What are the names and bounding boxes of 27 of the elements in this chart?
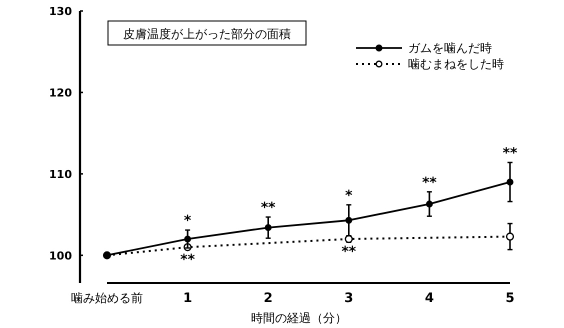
annotation: *: [184, 213, 192, 230]
x-axis-title: 時間の経過（分）: [251, 311, 347, 325]
point: [506, 232, 514, 241]
annotation: **: [341, 244, 357, 260]
annotation: **: [260, 200, 276, 216]
y-tick-label: 100: [49, 249, 72, 262]
annotation: **: [422, 174, 438, 191]
y-tick-label: 120: [49, 86, 72, 100]
point: [506, 178, 514, 186]
x-tick-label: 5: [505, 291, 515, 306]
annotation: **: [502, 145, 518, 162]
point: [345, 216, 352, 224]
point: [184, 236, 192, 242]
x-tick-label: 1: [183, 291, 192, 306]
x-tick-label: 3: [344, 291, 354, 306]
point: [426, 200, 433, 208]
annotation: *: [345, 188, 354, 204]
point: [264, 224, 272, 232]
y-tick-label: 110: [49, 168, 72, 181]
x-tick-label: 噛み始める前: [71, 291, 143, 305]
y-tick-label: 130: [49, 5, 72, 18]
x-tick-label: 2: [264, 291, 273, 306]
annotation: **: [180, 252, 196, 268]
x-tick-label: 4: [424, 291, 434, 306]
legend-label: 噛むまねをした時: [408, 57, 504, 71]
legend-label: ガムを噛んだ時: [408, 41, 492, 55]
title-box: 皮膚温度が上がった部分の面積: [108, 20, 306, 46]
